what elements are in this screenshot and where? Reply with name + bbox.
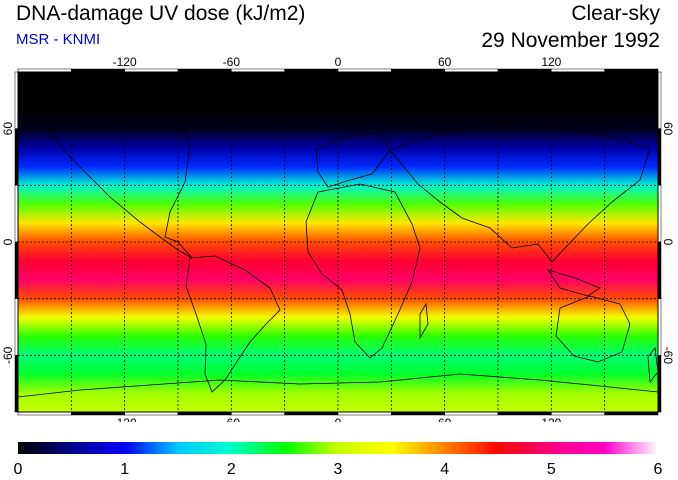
credit-label: MSR - KNMI	[16, 31, 101, 48]
colorbar-tick-label: 6	[654, 461, 663, 478]
colorbar-tick-label: 5	[547, 461, 556, 478]
lat-tick-label-left: 0	[1, 238, 15, 245]
lon-tick-label-bottom: 120	[541, 416, 561, 422]
lon-tick-label-top: -120	[113, 55, 137, 69]
lat-tick-label-left: 60	[1, 122, 15, 136]
lat-tick-label-left: -60	[1, 346, 15, 364]
coastline-indonesia	[547, 269, 601, 297]
colorbar-tick-label: 4	[440, 461, 449, 478]
lon-tick-label-top: 0	[335, 55, 342, 69]
lon-tick-label-bottom: 0	[335, 416, 342, 422]
lat-tick-label-right: -60	[661, 347, 675, 365]
map-frame	[17, 71, 659, 413]
lon-tick-label-bottom: 60	[438, 416, 452, 422]
grid-lines	[18, 72, 658, 412]
longitude-labels: -120 -120 -60 -60 0 0 60 60 120 120	[113, 55, 562, 422]
colorbar: 0 1 2 3 4 5 6	[14, 442, 663, 478]
date-label: 29 November 1992	[481, 29, 660, 52]
coastline-south-america	[185, 255, 281, 393]
colorbar-ticks: 0 1 2 3 4 5 6	[14, 461, 663, 478]
map-title: DNA-damage UV dose (kJ/m2)	[16, 2, 306, 25]
coastline-europe	[315, 131, 391, 188]
coastline-asia	[389, 121, 651, 263]
coastline-antarctica	[18, 373, 658, 398]
latitude-labels: 60 60 0 0 -60 -60	[1, 122, 675, 365]
colorbar-strip	[18, 442, 658, 454]
colorbar-tick-label: 3	[334, 461, 343, 478]
colorbar-tick-label: 2	[227, 461, 236, 478]
lon-tick-label-top: -60	[223, 55, 241, 69]
lon-tick-label-bottom: -60	[223, 416, 241, 422]
coastline-new-zealand	[647, 346, 658, 384]
coastline-madagascar	[419, 302, 429, 340]
lon-tick-label-bottom: -120	[113, 416, 137, 422]
frame-bars	[14, 68, 662, 416]
colorbar-tick-label: 0	[14, 461, 23, 478]
coastline-africa	[305, 183, 421, 359]
uv-dose-map: -120 -120 -60 -60 0 0 60 60 120 120 60 60 0 0 -60 -60	[1, 55, 675, 422]
lat-tick-label-right: 60	[661, 122, 675, 136]
lon-tick-label-top: 60	[438, 55, 452, 69]
sky-condition-label: Clear-sky	[571, 2, 660, 25]
colorbar-tick-label: 1	[120, 461, 129, 478]
lon-tick-label-top: 120	[541, 55, 561, 69]
lat-tick-label-right: 0	[661, 239, 675, 246]
